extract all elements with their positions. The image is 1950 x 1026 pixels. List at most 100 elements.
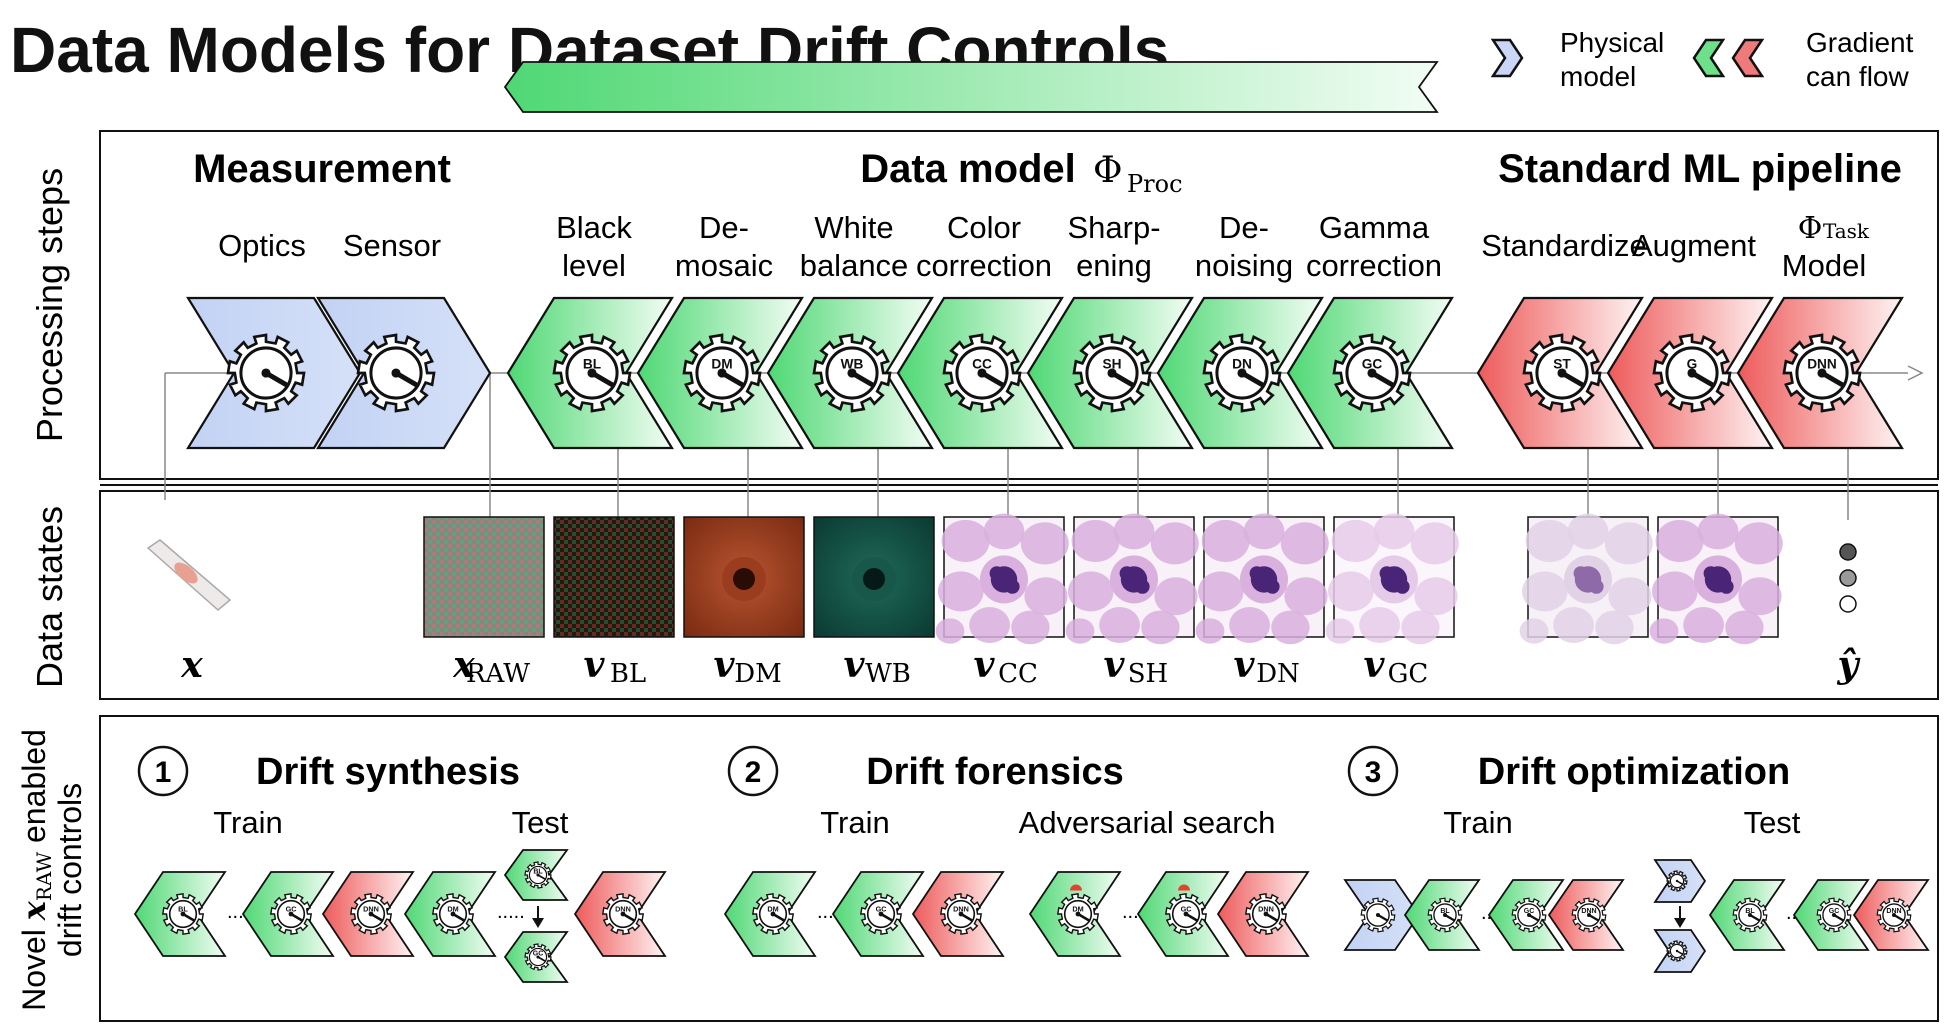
step-knob-icon: BL — [552, 333, 632, 413]
dial-center — [958, 911, 964, 917]
step-label-line2: mosaic — [675, 248, 773, 283]
step-label-sym: Φ — [1798, 211, 1823, 246]
legend-physical-label-line2: model — [1560, 61, 1636, 92]
row-label-controls-line2: drift controls — [52, 783, 88, 957]
state-tile-raw — [423, 516, 545, 638]
mini-knob-icon — [1666, 870, 1688, 892]
knob-code: DNN — [1886, 908, 1901, 915]
state-symbol: x — [452, 644, 475, 686]
mini-knob-icon: DM — [1056, 892, 1100, 936]
step-physical-0: Optics — [186, 228, 362, 450]
control-number-badge — [137, 745, 189, 797]
knob-code: BL — [178, 905, 188, 914]
step-knob-icon: DM — [682, 333, 762, 413]
step-label-line1: De- — [1219, 210, 1269, 245]
knob-code: SH — [1103, 356, 1122, 371]
cell-nucleus-lobe — [1005, 579, 1020, 594]
control-right-label: Test — [1744, 805, 1801, 840]
dial-center — [288, 911, 294, 917]
step-label-line1: Sensor — [343, 228, 441, 263]
mini-knob-icon: DNN — [601, 892, 645, 936]
row-label-data-states: Data states — [29, 506, 70, 688]
red-blood-cell — [938, 571, 984, 612]
mini-knob-icon: BL — [161, 892, 205, 936]
dial-center — [1747, 912, 1753, 918]
dial-center — [1075, 911, 1081, 917]
chain-ellipsis: ..... — [497, 901, 525, 923]
state-subscript: SH — [1128, 659, 1169, 689]
controls-panel — [99, 715, 1939, 1022]
knob-code: DNN — [363, 905, 379, 914]
state-subscript: DM — [734, 659, 781, 689]
dial-center — [1586, 912, 1592, 918]
red-blood-cell — [1280, 522, 1329, 565]
control-1: 1 Drift synthesis Train Test — [137, 745, 569, 840]
red-blood-cell — [1401, 610, 1440, 645]
cell-nucleus-lobe — [1249, 566, 1265, 581]
control-left-label: Train — [1443, 805, 1512, 840]
state-tile-bl — [553, 516, 675, 638]
red-blood-cell — [1655, 519, 1704, 563]
mini-chevron — [503, 61, 1439, 113]
step-dnn: DNN Φ Task Model — [1736, 211, 1904, 450]
state-subscript: GC — [1388, 659, 1429, 689]
cell-nucleus-lobe — [1135, 579, 1150, 594]
dial-center — [1675, 879, 1679, 883]
mini-knob-icon: GC — [859, 892, 903, 936]
row-label-controls-post: enabled — [16, 729, 52, 852]
mini-knob-icon — [1360, 897, 1396, 933]
row-label-processing: Processing steps — [29, 168, 70, 442]
red-blood-cell — [1553, 607, 1594, 643]
legend-gradient-label-line1: Gradient — [1806, 27, 1914, 58]
knob-code: DM — [767, 905, 778, 914]
legend: Physical model Gradient can flow — [1490, 27, 1914, 92]
cell-nucleus — [863, 568, 885, 590]
state-symbol: v — [974, 644, 996, 686]
red-blood-cell — [1068, 571, 1114, 612]
knob-code: WB — [841, 356, 864, 371]
knob-code: CC — [972, 356, 992, 371]
legend-gradient-label-line2: can flow — [1806, 61, 1909, 92]
knob-code: BL — [1440, 908, 1450, 915]
row-label-controls-pre: Novel — [16, 920, 52, 1011]
mini-knob-icon: GC — [269, 892, 313, 936]
knob-code: DNN — [1581, 908, 1596, 915]
state-subscript: CC — [998, 659, 1038, 689]
state-symbol: v — [584, 644, 606, 686]
red-blood-cell — [1198, 571, 1244, 612]
dial-center — [1237, 368, 1247, 378]
mini-knob-icon: BL — [1732, 897, 1768, 933]
data-state-6: v SH — [1065, 513, 1199, 689]
knob-code: GC — [533, 950, 544, 957]
red-blood-cell — [1141, 610, 1180, 645]
red-blood-cell — [1011, 610, 1050, 645]
step-physical-1: Sensor — [316, 228, 492, 450]
data-state-0: x — [146, 539, 232, 686]
data-state-5: v CC — [935, 513, 1069, 689]
knob-code: DN — [1232, 356, 1252, 371]
mini-knob-icon: DNN — [1244, 892, 1288, 936]
cell-nucleus-lobe — [1265, 579, 1280, 594]
cell-nucleus-lobe — [1119, 566, 1135, 581]
red-blood-cell — [1201, 519, 1250, 563]
dial-center — [368, 911, 374, 917]
cell-nucleus-lobe — [1395, 579, 1410, 594]
dial-center — [391, 368, 401, 378]
section-measurement: Measurement — [193, 147, 451, 191]
step-knob-icon: WB — [812, 333, 892, 413]
step-label-line1: Standardize — [1481, 228, 1646, 263]
dial-center — [847, 368, 857, 378]
knob-code: DM — [711, 356, 732, 371]
red-blood-cell — [1525, 519, 1574, 563]
legend-physical-chevron-icon — [1490, 38, 1524, 78]
control-right-label: Adversarial search — [1019, 805, 1276, 840]
data-state-7: v DN — [1195, 513, 1329, 689]
control-title: Drift synthesis — [256, 751, 520, 793]
red-blood-cell — [1243, 513, 1285, 550]
red-blood-cell — [1683, 607, 1724, 643]
step-label-line2: ening — [1076, 248, 1152, 283]
red-blood-cell — [969, 607, 1010, 643]
control-number-badge — [727, 745, 779, 797]
